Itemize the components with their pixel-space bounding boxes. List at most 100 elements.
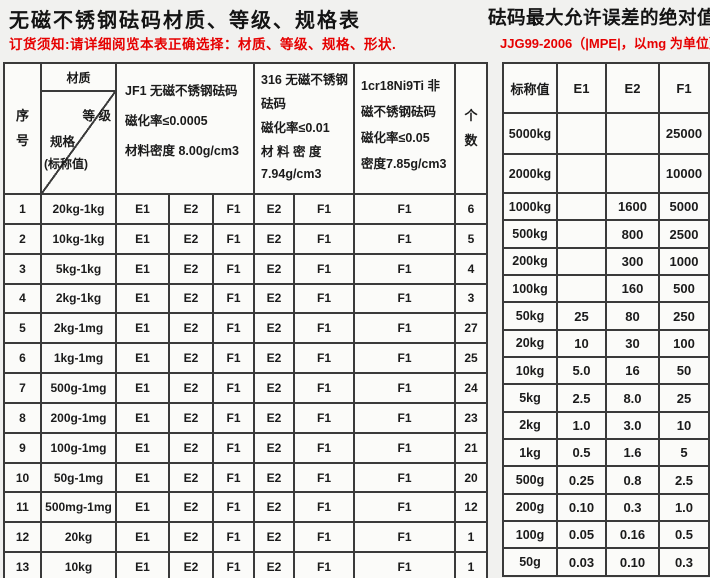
quantity-header-label: 个数 <box>464 107 478 148</box>
grade-cell-1cr-f1: F1 <box>353 193 456 225</box>
nominal-value-cell: 1kg <box>502 438 558 468</box>
nominal-value-header: 标称值 <box>502 62 558 114</box>
spec-table-row: 10 50g-1mg E1 E2 F1 E2 F1 F1 20 <box>3 461 488 494</box>
quantity-cell: 5 <box>454 222 488 255</box>
nominal-value-cell: 5kg <box>502 383 558 413</box>
header-row-top: 序号 材质 JF1 无磁不锈钢砝码 磁化率≤0.0005 材料密度 8.00g/cm… <box>3 62 488 195</box>
f1-value-cell: 5000 <box>658 191 710 222</box>
quantity-cell: 1 <box>454 551 488 578</box>
grade-cell-316-e2: E2 <box>253 222 295 255</box>
serial-cell: 2 <box>3 222 42 255</box>
nominal-value-cell: 2000kg <box>502 153 558 194</box>
mpe-table-row: 20kg 10 30 100 <box>502 328 710 359</box>
grade-cell-jf1-e1: E1 <box>115 282 170 315</box>
material-description-line: 磁不锈钢砝码 <box>361 104 437 119</box>
quantity-cell: 4 <box>454 252 488 285</box>
spec-table-row: 6 1kg-1mg E1 E2 F1 E2 F1 F1 25 <box>3 342 488 375</box>
spec-cell: 200g-1mg <box>40 401 117 434</box>
f1-header: F1 <box>658 62 710 114</box>
grade-cell-jf1-e2: E2 <box>168 193 214 225</box>
grade-cell-316-e2: E2 <box>253 342 295 375</box>
serial-cell: 1 <box>3 193 42 225</box>
spec-cell: 2kg-1mg <box>40 312 117 345</box>
material-grade-spec-table: 序号 材质 JF1 无磁不锈钢砝码 磁化率≤0.0005 材料密度 8.00g/cm… <box>3 62 488 578</box>
spec-label: 规格 <box>50 135 76 149</box>
mpe-table-row: 1000kg 1600 5000 <box>502 191 710 222</box>
spec-cell: 500mg-1mg <box>40 491 117 524</box>
quantity-cell: 20 <box>454 461 488 494</box>
e1-value-cell: 0.03 <box>556 547 607 577</box>
e2-value-cell: 0.8 <box>605 465 660 495</box>
e2-value-cell: 160 <box>605 274 660 304</box>
nominal-value-cell: 200g <box>502 492 558 523</box>
e2-value-cell: 1.6 <box>605 438 660 468</box>
grade-cell-316-e2: E2 <box>253 312 295 345</box>
e1-value-cell: 5.0 <box>556 356 607 386</box>
serial-cell: 12 <box>3 521 42 554</box>
header-row-corner: 等 级 规格 (标称值) <box>4 90 487 195</box>
grade-cell-316-e2: E2 <box>253 372 295 404</box>
e1-value-cell: 0.10 <box>556 492 607 523</box>
e1-value-cell: 2.5 <box>556 383 607 413</box>
e2-value-cell: 8.0 <box>605 383 660 413</box>
serial-cell: 6 <box>3 342 42 375</box>
quantity-cell: 1 <box>454 521 488 554</box>
grade-cell-jf1-e1: E1 <box>115 222 170 255</box>
grade-cell-jf1-f1: F1 <box>212 521 255 554</box>
grade-cell-jf1-f1: F1 <box>212 491 255 524</box>
serial-cell: 11 <box>3 491 42 524</box>
serial-header-cell: 序号 <box>3 62 42 195</box>
mpe-table-row: 50kg 25 80 250 <box>502 301 710 331</box>
grade-cell-1cr-f1: F1 <box>353 551 456 578</box>
grade-cell-1cr-f1: F1 <box>353 222 456 255</box>
nominal-value-cell: 500g <box>502 465 558 495</box>
grade-cell-1cr-f1: F1 <box>353 461 456 494</box>
grade-cell-jf1-f1: F1 <box>212 461 255 494</box>
mpe-table-row: 100kg 160 500 <box>502 274 710 304</box>
material-header-cell: 材质 <box>40 62 117 92</box>
serial-cell: 3 <box>3 252 42 285</box>
nominal-value-cell: 500kg <box>502 219 558 249</box>
e1-value-cell <box>556 112 607 155</box>
grade-cell-316-f1: F1 <box>293 431 355 464</box>
spec-table-header: 序号 材质 JF1 无磁不锈钢砝码 磁化率≤0.0005 材料密度 8.00g/cm… <box>3 62 488 195</box>
spec-cell: 20kg <box>40 521 117 554</box>
e2-value-cell: 0.3 <box>605 492 660 523</box>
nominal-value-cell: 100kg <box>502 274 558 304</box>
grade-cell-jf1-f1: F1 <box>212 372 255 404</box>
grade-cell-316-f1: F1 <box>293 401 355 434</box>
e1-value-cell <box>556 274 607 304</box>
material-description-line: 砝码 <box>261 96 287 111</box>
grade-cell-jf1-e2: E2 <box>168 461 214 494</box>
spec-cell: 5kg-1kg <box>40 252 117 285</box>
nominal-value-cell: 50kg <box>502 301 558 331</box>
left-table-title: 无磁不锈钢砝码材质、等级、规格表 <box>9 10 361 32</box>
grade-cell-1cr-f1: F1 <box>353 282 456 315</box>
quantity-cell: 23 <box>454 401 488 434</box>
spec-cell: 10kg <box>40 551 117 578</box>
serial-cell: 9 <box>3 431 42 464</box>
spec-table-row: 5 2kg-1mg E1 E2 F1 E2 F1 F1 27 <box>3 312 488 345</box>
mpe-table-row: 50g 0.03 0.10 0.3 <box>502 547 710 577</box>
e2-value-cell: 1600 <box>605 191 660 222</box>
f1-value-cell: 250 <box>658 301 710 331</box>
e2-value-cell: 30 <box>605 328 660 359</box>
f1-value-cell: 5 <box>658 438 710 468</box>
nominal-value-cell: 200kg <box>502 246 558 277</box>
grade-cell-jf1-e1: E1 <box>115 431 170 464</box>
grade-cell-1cr-f1: F1 <box>353 342 456 375</box>
nominal-value-cell: 20kg <box>502 328 558 359</box>
f1-value-cell: 2.5 <box>658 465 710 495</box>
grade-cell-1cr-f1: F1 <box>353 372 456 404</box>
mpe-table-row: 200g 0.10 0.3 1.0 <box>502 492 710 523</box>
grade-cell-316-f1: F1 <box>293 282 355 315</box>
grade-cell-316-f1: F1 <box>293 521 355 554</box>
order-notice: 订货须知:请详细阅览本表正确选择：材质、等级、规格、形状. <box>9 37 397 52</box>
grade-cell-316-e2: E2 <box>253 252 295 285</box>
e2-value-cell: 3.0 <box>605 410 660 441</box>
e1-header: E1 <box>556 62 607 114</box>
spec-cell: 2kg-1kg <box>40 282 117 315</box>
mpe-table-row: 1kg 0.5 1.6 5 <box>502 438 710 468</box>
e1-value-cell <box>556 246 607 277</box>
grade-cell-1cr-f1: F1 <box>353 521 456 554</box>
